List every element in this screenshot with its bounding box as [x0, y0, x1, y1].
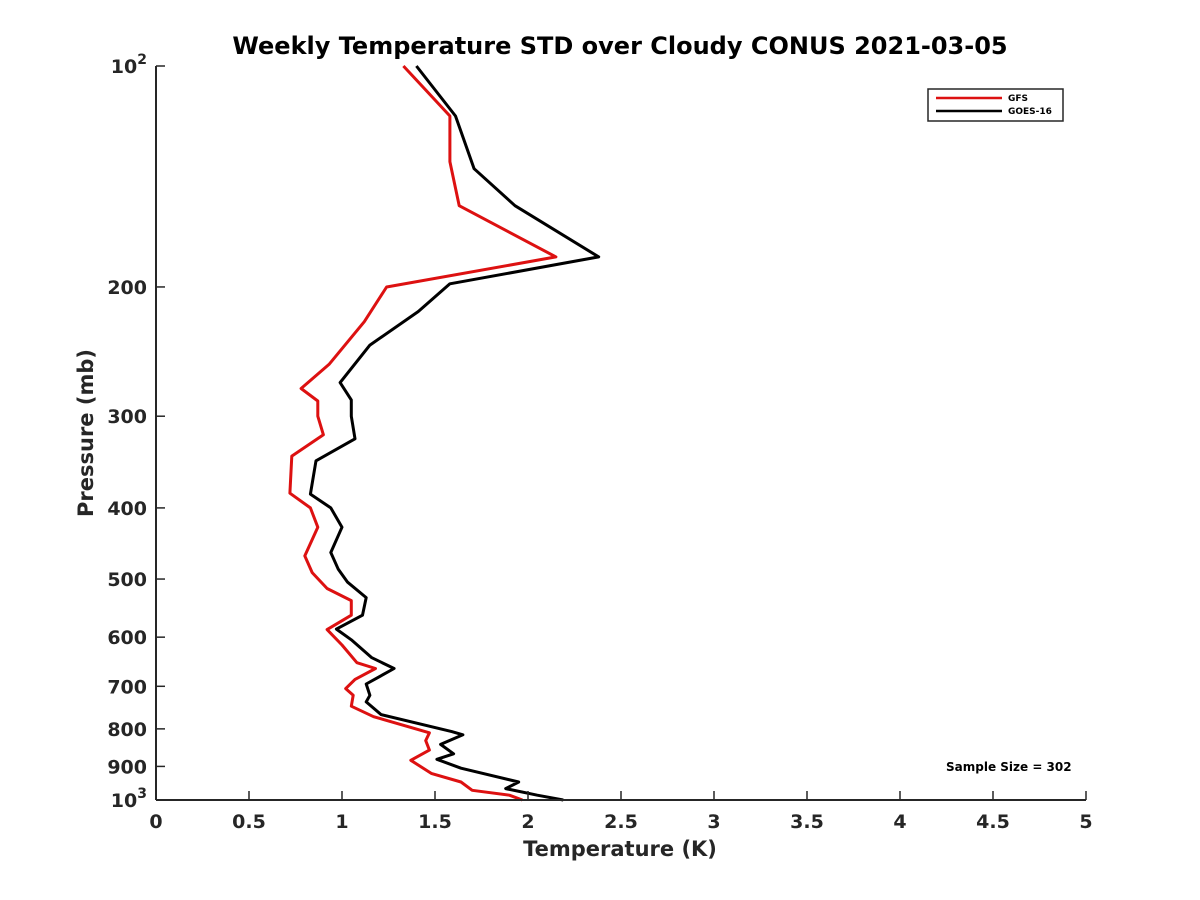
y-tick-label: 500: [107, 569, 147, 591]
y-tick-label: 900: [107, 756, 147, 778]
y-tick-label: 103: [111, 786, 147, 812]
y-tick-label: 700: [107, 676, 147, 698]
y-tick-label: 800: [107, 719, 147, 741]
x-axis-label: Temperature (K): [523, 837, 717, 861]
x-tick-label: 5: [1079, 811, 1092, 833]
y-tick-base: 700: [107, 676, 147, 698]
y-tick-base: 200: [107, 277, 147, 299]
y-tick-base: 10: [111, 790, 137, 812]
y-tick-label: 300: [107, 406, 147, 428]
y-tick-exponent: 3: [137, 786, 147, 802]
x-tick-label: 0.5: [232, 811, 266, 833]
y-tick-label: 600: [107, 627, 147, 649]
sample-size-annotation: Sample Size = 302: [946, 760, 1072, 774]
x-tick-label: 4: [893, 811, 906, 833]
y-tick-base: 900: [107, 756, 147, 778]
y-tick-base: 600: [107, 627, 147, 649]
y-tick-exponent: 2: [137, 52, 147, 68]
x-tick-label: 2.5: [604, 811, 638, 833]
y-tick-base: 800: [107, 719, 147, 741]
y-axis-label: Pressure (mb): [74, 349, 98, 517]
x-tick-label: 1: [335, 811, 348, 833]
y-tick-label: 102: [111, 52, 147, 78]
legend: GFS GOES-16: [927, 88, 1064, 122]
x-ticks: 0 0.5 1 1.5 2 2.5 3 3.5 4 4.5 5: [149, 791, 1093, 833]
legend-label-goes-16: GOES-16: [1008, 107, 1052, 117]
y-tick-label: 200: [107, 277, 147, 299]
x-tick-label: 3: [707, 811, 720, 833]
series-layer: [288, 64, 601, 802]
y-tick-base: 400: [107, 498, 147, 520]
legend-label-gfs: GFS: [1008, 94, 1028, 104]
x-tick-label: 1.5: [418, 811, 452, 833]
y-tick-base: 500: [107, 569, 147, 591]
series-line-gfs: [288, 64, 558, 802]
x-tick-label: 2: [521, 811, 534, 833]
legend-box: [927, 88, 1064, 122]
x-tick-label: 4.5: [976, 811, 1010, 833]
y-tick-base: 10: [111, 56, 137, 78]
y-tick-base: 300: [107, 406, 147, 428]
chart-title: Weekly Temperature STD over Cloudy CONUS…: [232, 32, 1007, 60]
x-tick-label: 0: [149, 811, 162, 833]
y-tick-label: 400: [107, 498, 147, 520]
series-line-goes-16: [308, 65, 601, 802]
x-tick-label: 3.5: [790, 811, 824, 833]
